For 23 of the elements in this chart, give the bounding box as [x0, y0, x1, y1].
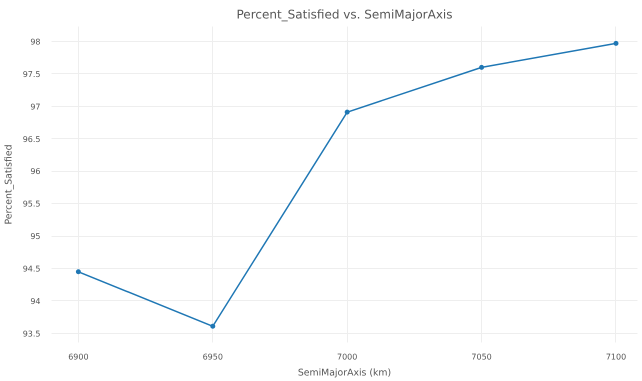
y-tick-label: 93.5: [22, 329, 40, 338]
x-tick-label: 6950: [202, 352, 223, 362]
y-tick-label: 98: [30, 37, 41, 46]
y-tick-label: 95.5: [22, 200, 40, 209]
point: [210, 324, 216, 329]
x-tick-label: 7000: [337, 352, 358, 362]
chart-title: Percent_Satisfied vs. SemiMajorAxis: [236, 8, 453, 22]
point: [613, 40, 618, 46]
y-tick-label: 94: [30, 296, 41, 306]
point: [479, 64, 484, 70]
y-axis-title: Percent_Satisfied: [4, 144, 15, 225]
x-axis-title: SemiMajorAxis (km): [298, 368, 392, 378]
y-tick-label: 96: [30, 167, 41, 176]
point: [344, 110, 350, 115]
point: [76, 269, 81, 274]
y-tick-label: 96.5: [22, 134, 40, 144]
x-tick-label: 7050: [471, 352, 492, 362]
x-tick-label: 6900: [68, 352, 89, 362]
y-tick-label: 97: [30, 102, 41, 112]
x-tick-label: 7100: [606, 352, 626, 362]
y-tick-label: 95: [30, 232, 41, 242]
y-tick-label: 97.5: [22, 70, 40, 79]
y-tick-label: 94.5: [22, 264, 40, 274]
